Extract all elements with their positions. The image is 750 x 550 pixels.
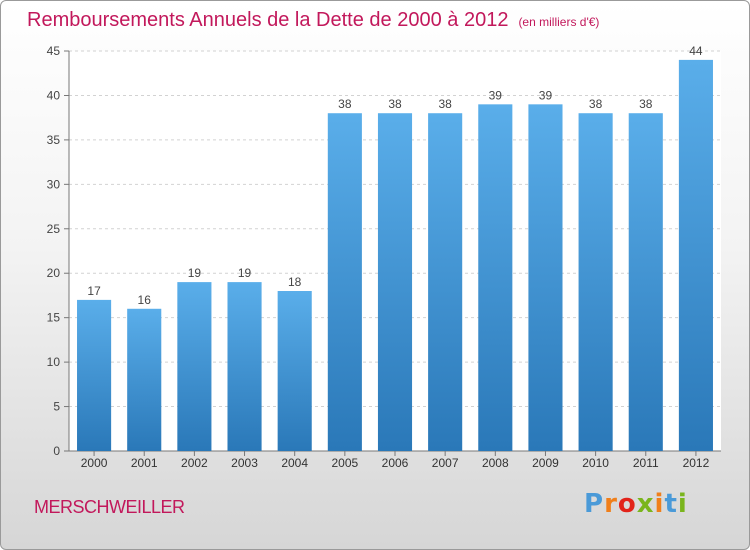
- x-tick-label: 2010: [582, 456, 609, 470]
- x-tick-label: 2007: [432, 456, 459, 470]
- data-label: 38: [388, 97, 402, 111]
- bar: [528, 104, 563, 451]
- brand-letter: P: [584, 489, 605, 519]
- place-name: MERSCHWEILLER: [34, 497, 185, 517]
- y-tick-label: 5: [53, 400, 60, 414]
- chart-title: Remboursements Annuels de la Dette de 20…: [27, 9, 599, 32]
- y-tick-label: 25: [47, 222, 61, 236]
- data-label: 38: [589, 97, 603, 111]
- y-tick-label: 30: [47, 177, 61, 191]
- bar: [428, 113, 463, 451]
- data-label: 44: [689, 44, 703, 58]
- bar: [77, 299, 112, 451]
- bar: [127, 308, 162, 451]
- bar: [628, 113, 663, 451]
- y-tick-label: 40: [47, 88, 61, 102]
- y-tick-label: 35: [47, 133, 61, 147]
- bar: [327, 113, 362, 451]
- y-tick-label: 45: [47, 44, 61, 58]
- bar: [227, 282, 262, 451]
- data-label: 17: [87, 284, 101, 298]
- y-tick-label: 10: [47, 355, 61, 369]
- bar: [277, 291, 312, 451]
- x-tick-label: 2011: [633, 456, 659, 470]
- data-label: 38: [639, 97, 653, 111]
- data-label: 39: [539, 88, 553, 102]
- x-tick-label: 2005: [331, 456, 358, 470]
- bar: [177, 282, 212, 451]
- brand-letter: r: [604, 489, 618, 519]
- x-tick-label: 2000: [81, 456, 108, 470]
- x-tick-label: 2012: [683, 456, 710, 470]
- brand-letter: x: [636, 489, 655, 519]
- data-label: 16: [138, 293, 152, 307]
- y-tick-label: 15: [47, 311, 61, 325]
- brand-letter: i: [654, 489, 665, 519]
- bar: [678, 59, 713, 452]
- bar: [578, 113, 613, 451]
- y-tick-label: 20: [47, 266, 61, 280]
- x-tick-label: 2004: [281, 456, 308, 470]
- x-tick-label: 2001: [131, 456, 158, 470]
- x-tick-label: 2008: [482, 456, 509, 470]
- chart-subtitle: (en milliers d'€): [518, 15, 600, 29]
- brand-letter: i: [677, 489, 688, 519]
- brand-logo: Proxiti: [584, 489, 688, 519]
- title-text: Remboursements Annuels de la Dette de 20…: [27, 9, 509, 31]
- x-tick-label: 2009: [532, 456, 559, 470]
- data-label: 38: [338, 97, 352, 111]
- data-label: 18: [288, 275, 302, 289]
- brand-letter: t: [664, 489, 678, 519]
- x-tick-label: 2003: [231, 456, 258, 470]
- x-tick-label: 2006: [382, 456, 409, 470]
- data-label: 38: [438, 97, 452, 111]
- y-tick-label: 0: [53, 444, 60, 458]
- bar: [478, 104, 513, 451]
- data-label: 19: [238, 266, 252, 280]
- data-label: 19: [188, 266, 202, 280]
- brand-letter: o: [617, 489, 637, 519]
- bar: [377, 113, 413, 451]
- x-tick-label: 2002: [181, 456, 208, 470]
- data-label: 39: [489, 88, 503, 102]
